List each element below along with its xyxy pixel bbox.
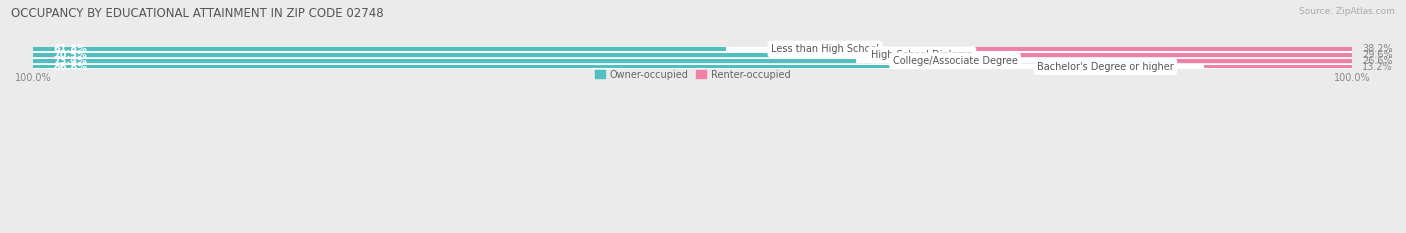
Text: 26.6%: 26.6% (1362, 56, 1393, 66)
Text: 70.5%: 70.5% (53, 50, 87, 60)
Text: 61.8%: 61.8% (53, 44, 87, 54)
Bar (1204, 65, 1353, 69)
Bar (1021, 53, 1353, 57)
Text: 13.2%: 13.2% (1362, 62, 1393, 72)
Text: 73.4%: 73.4% (53, 56, 87, 66)
Legend: Owner-occupied, Renter-occupied: Owner-occupied, Renter-occupied (591, 66, 794, 84)
Bar (34, 47, 725, 51)
Text: 29.6%: 29.6% (1362, 50, 1393, 60)
Text: Less than High School: Less than High School (770, 44, 879, 54)
Bar (34, 64, 1353, 69)
Bar (1054, 59, 1353, 63)
Text: OCCUPANCY BY EDUCATIONAL ATTAINMENT IN ZIP CODE 02748: OCCUPANCY BY EDUCATIONAL ATTAINMENT IN Z… (11, 7, 384, 20)
Bar (34, 59, 856, 63)
Text: High School Diploma: High School Diploma (872, 50, 973, 60)
Bar (34, 53, 824, 57)
Bar (34, 65, 1007, 69)
Bar (34, 47, 1353, 52)
Bar (34, 52, 1353, 58)
Text: Source: ZipAtlas.com: Source: ZipAtlas.com (1299, 7, 1395, 16)
Text: 38.2%: 38.2% (1362, 44, 1393, 54)
Bar (924, 47, 1353, 51)
Text: College/Associate Degree: College/Associate Degree (893, 56, 1018, 66)
Text: 86.8%: 86.8% (53, 62, 87, 72)
Bar (34, 58, 1353, 63)
Text: Bachelor's Degree or higher: Bachelor's Degree or higher (1038, 62, 1174, 72)
